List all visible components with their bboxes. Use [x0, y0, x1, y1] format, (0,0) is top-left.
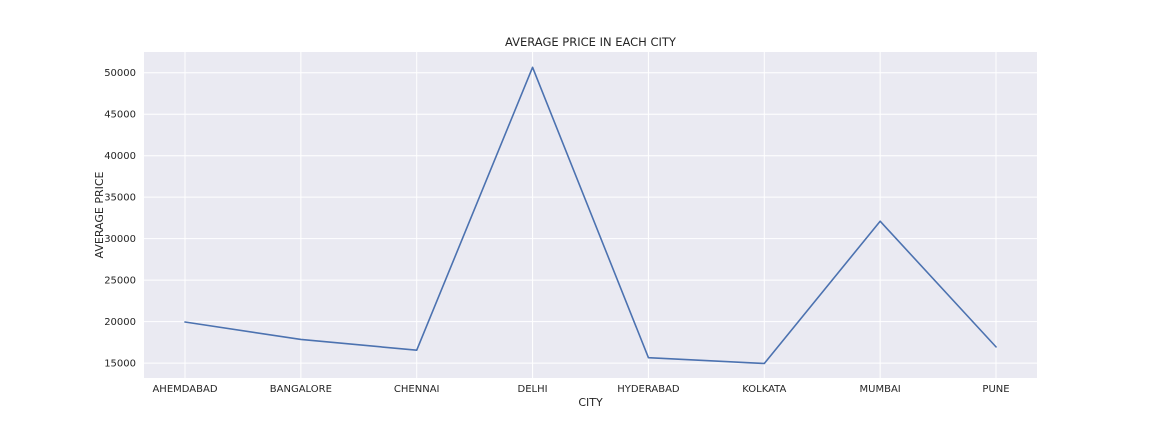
plot-area	[144, 52, 1037, 378]
series-group	[184, 66, 997, 365]
y-tick-label: 20000	[104, 317, 136, 328]
x-tick-label: AHEMDABAD	[152, 384, 217, 395]
y-tick-label: 50000	[104, 68, 136, 79]
y-axis-label: AVERAGE PRICE	[93, 171, 106, 258]
x-tick-labels: AHEMDABAD BANGALORE CHENNAI DELHI HYDERABAD K…	[152, 384, 1009, 395]
x-tick-label: MUMBAI	[860, 384, 901, 395]
x-tick-label: BANGALORE	[270, 384, 332, 395]
series-line	[184, 66, 997, 365]
y-tick-label: 35000	[104, 193, 136, 204]
y-tick-label: 45000	[104, 110, 136, 121]
y-tick-label: 25000	[104, 276, 136, 287]
y-tick-label: 15000	[104, 359, 136, 370]
x-axis-label: CITY	[578, 396, 603, 409]
y-tick-label: 30000	[104, 234, 136, 245]
y-tick-label: 40000	[104, 151, 136, 162]
gridlines	[144, 52, 1037, 378]
x-tick-label: HYDERABAD	[617, 384, 680, 395]
chart-title: AVERAGE PRICE IN EACH CITY	[505, 35, 677, 49]
x-tick-label: DELHI	[518, 384, 548, 395]
x-tick-label: CHENNAI	[394, 384, 440, 395]
y-tick-labels: 15000 20000 25000 30000 35000 40000 45000 50000	[104, 68, 136, 369]
x-tick-label: PUNE	[982, 384, 1009, 395]
x-tick-label: KOLKATA	[742, 384, 786, 395]
